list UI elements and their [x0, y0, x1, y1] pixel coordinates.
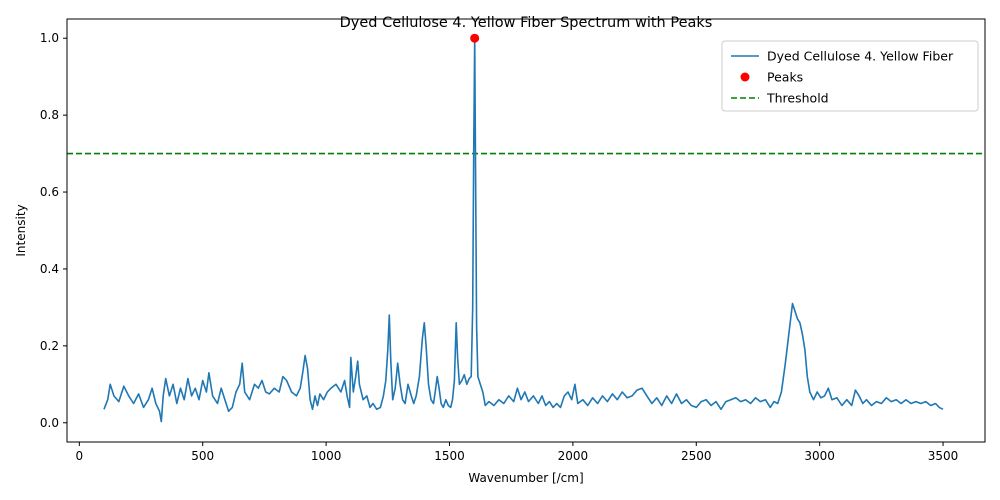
peak-points	[470, 33, 480, 43]
legend: Dyed Cellulose 4. Yellow Fiber Peaks Thr…	[721, 40, 979, 112]
plot-frame	[66, 18, 986, 443]
peak-point	[470, 33, 480, 43]
chart-title: Dyed Cellulose 4. Yellow Fiber Spectrum …	[340, 15, 713, 31]
plot-area	[67, 33, 985, 423]
y-tick-label: 0.6	[40, 185, 59, 199]
x-axis-title: Wavenumber [/cm]	[468, 471, 583, 485]
y-tick-label: 0.2	[40, 339, 59, 353]
y-tick-label: 0.0	[40, 416, 59, 430]
x-tick-label: 1000	[311, 449, 342, 463]
x-axis: 0 500 1000 1500 2000 2500 3000 3500	[76, 442, 959, 463]
x-tick-label: 0	[76, 449, 84, 463]
spectrum-line	[103, 37, 944, 423]
x-tick-label: 3500	[928, 449, 959, 463]
legend-label-peaks: Peaks	[767, 70, 803, 85]
x-tick-label: 2500	[681, 449, 712, 463]
x-tick-label: 500	[191, 449, 214, 463]
legend-label-threshold: Threshold	[766, 91, 829, 106]
y-tick-label: 0.8	[40, 108, 59, 122]
y-tick-label: 1.0	[40, 31, 59, 45]
legend-swatch-peaks	[740, 72, 750, 82]
y-axis-title: Intensity	[14, 204, 28, 256]
y-tick-label: 0.4	[40, 262, 59, 276]
x-tick-label: 3000	[804, 449, 835, 463]
legend-box	[721, 40, 979, 112]
x-tick-label: 2000	[558, 449, 589, 463]
legend-label-spectrum: Dyed Cellulose 4. Yellow Fiber	[767, 49, 954, 64]
y-axis: 0.0 0.2 0.4 0.6 0.8 1.0	[40, 31, 67, 430]
x-tick-label: 1500	[434, 449, 465, 463]
